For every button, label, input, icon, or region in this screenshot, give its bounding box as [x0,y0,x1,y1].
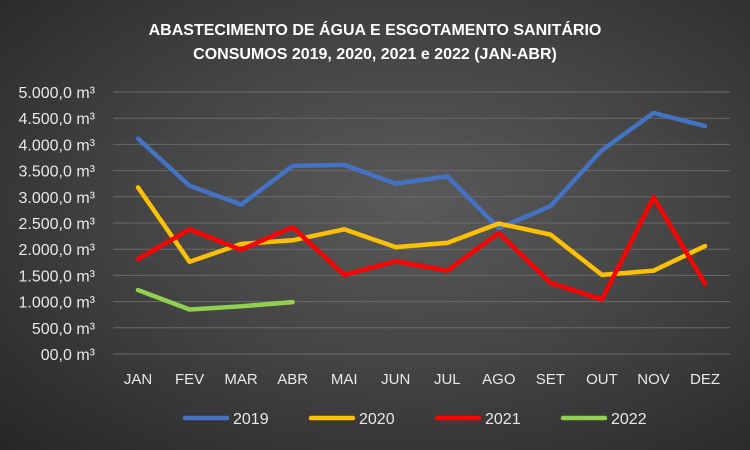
y-tick-label: 3.500,0 m³ [19,164,96,181]
x-tick-label: JUN [381,371,410,388]
x-tick-label: DEZ [690,371,720,388]
series-line-2022 [135,287,295,312]
series-line-2021 [135,195,708,302]
y-tick-label: 500,0 m³ [32,321,96,338]
x-tick-label: JUL [434,371,461,388]
x-tick-label: OUT [586,371,618,388]
series-line-2019 [135,110,708,231]
y-tick-label: 3.000,0 m³ [19,190,96,207]
y-tick-label: 5.000,0 m³ [19,85,96,102]
legend-label-2020: 2020 [359,411,395,428]
y-tick-label: 4.500,0 m³ [19,111,96,128]
y-tick-label: 00,0 m³ [41,347,96,364]
y-tick-label: 1.500,0 m³ [19,268,96,285]
y-tick-label: 4.000,0 m³ [19,137,96,154]
x-tick-label: AGO [482,371,515,388]
x-tick-label: JAN [124,371,152,388]
chart-title: ABASTECIMENTO DE ÁGUA E ESGOTAMENTO SANI… [148,22,602,39]
y-tick-label: 2.500,0 m³ [19,216,96,233]
x-tick-label: FEV [175,371,204,388]
x-tick-label: SET [536,371,565,388]
chart-subtitle: CONSUMOS 2019, 2020, 2021 e 2022 (JAN-AB… [193,46,557,63]
legend-label-2022: 2022 [611,411,647,428]
legend-label-2021: 2021 [485,411,521,428]
x-tick-label: NOV [637,371,670,388]
x-tick-label: ABR [277,371,308,388]
y-tick-label: 1.000,0 m³ [19,295,96,312]
x-tick-label: MAR [224,371,258,388]
legend-label-2019: 2019 [233,411,269,428]
x-tick-label: MAI [331,371,358,388]
y-tick-label: 2.000,0 m³ [19,242,96,259]
